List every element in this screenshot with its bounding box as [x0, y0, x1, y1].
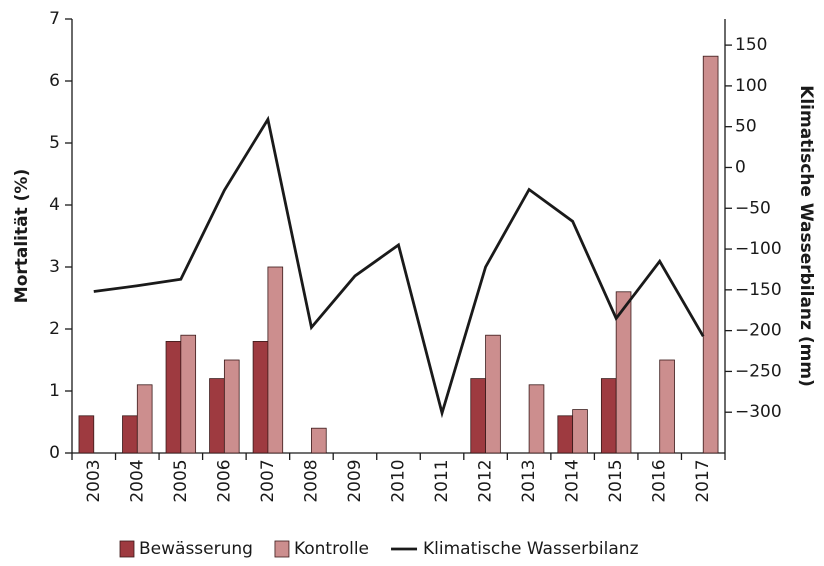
y-tick-label: 1 — [49, 381, 60, 401]
y2-tick-label: 0 — [735, 157, 746, 177]
bar — [267, 266, 284, 454]
x-tick-label: 2003 — [84, 459, 104, 502]
y-tick-label: 2 — [49, 319, 60, 339]
y2-tick-label: −100 — [735, 239, 782, 259]
y-tick-label: 5 — [49, 133, 60, 153]
x-tick-label: 2017 — [693, 459, 713, 502]
bar — [702, 55, 719, 454]
y-tick-label: 3 — [49, 257, 60, 277]
x-tick-label: 2012 — [476, 459, 496, 502]
y2-tick-label: 150 — [735, 35, 767, 55]
bar — [485, 334, 501, 454]
y2-tick-label: 50 — [735, 117, 757, 137]
legend-label: Kontrolle — [294, 539, 369, 559]
bar — [470, 378, 486, 454]
x-tick-label: 2009 — [345, 459, 365, 502]
bar — [78, 415, 95, 454]
y-tick-label: 0 — [49, 443, 60, 463]
x-tick-label: 2007 — [258, 459, 278, 502]
x-tick-label: 2011 — [432, 459, 452, 502]
bar — [528, 384, 545, 454]
y2-tick-label: −150 — [735, 280, 782, 300]
y-tick-label: 7 — [49, 9, 60, 29]
x-tick-label: 2014 — [563, 459, 583, 502]
legend-label: Klimatische Wasserbilanz — [423, 539, 639, 559]
y2-tick-label: 100 — [735, 76, 767, 96]
legend-label: Bewässerung — [139, 539, 253, 559]
x-tick-label: 2010 — [389, 459, 409, 502]
bar — [122, 415, 138, 454]
x-tick-label: 2013 — [519, 459, 539, 502]
y2-tick-label: −50 — [735, 198, 771, 218]
x-tick-label: 2004 — [127, 459, 147, 502]
line — [93, 115, 705, 419]
bar — [223, 359, 240, 454]
x-tick-label: 2006 — [214, 459, 234, 502]
legend-swatch — [274, 540, 290, 558]
bar — [557, 415, 574, 454]
x-tick-label: 2008 — [301, 459, 321, 502]
bar — [136, 384, 153, 454]
bar — [209, 378, 225, 454]
y2-tick-label: −200 — [735, 321, 782, 341]
bar — [659, 359, 675, 454]
bar — [252, 340, 269, 454]
bar — [311, 427, 327, 454]
y2-axis-label: Klimatische Wasserbilanz (mm) — [796, 85, 816, 387]
y2-tick-label: −250 — [735, 361, 782, 381]
bar — [572, 409, 588, 454]
bar — [600, 378, 617, 454]
y2-tick-label: −300 — [735, 402, 782, 422]
legend-swatch — [119, 540, 135, 558]
y-axis-label: Mortalität (%) — [12, 169, 32, 303]
x-tick-label: 2015 — [606, 459, 626, 502]
x-tick-label: 2005 — [171, 459, 191, 502]
x-tick-label: 2016 — [650, 459, 670, 502]
y-tick-label: 4 — [49, 195, 60, 215]
bar — [615, 291, 632, 454]
y-tick-label: 6 — [49, 71, 60, 91]
bar — [180, 334, 197, 454]
bar — [165, 340, 182, 454]
